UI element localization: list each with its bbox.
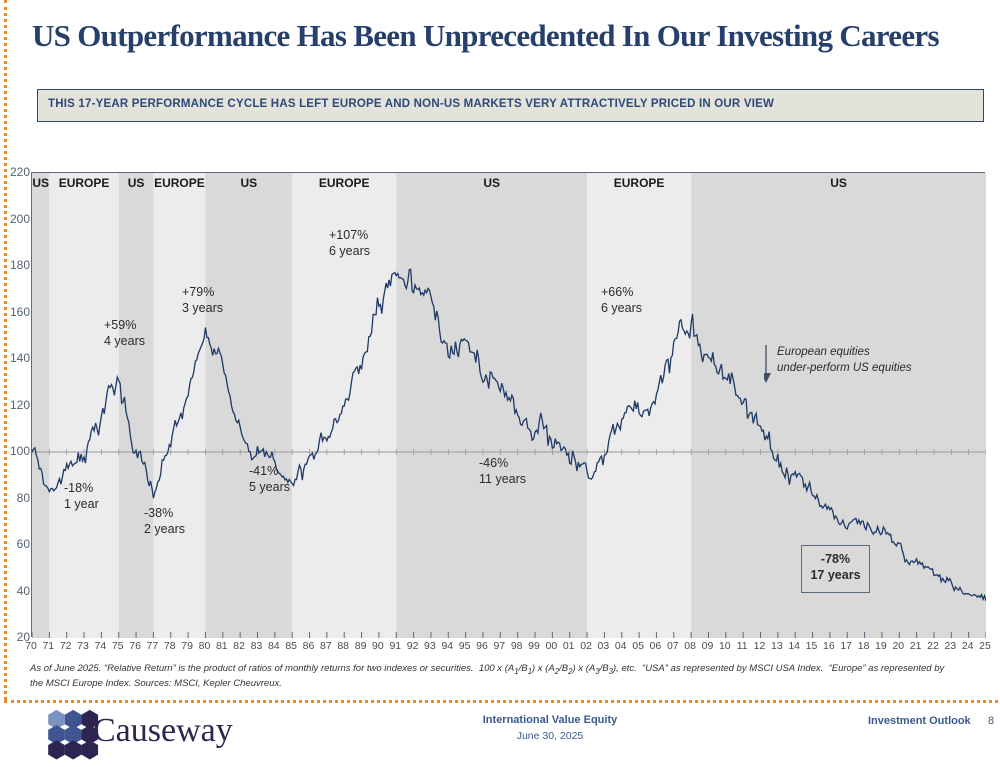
svg-text:EUROPE: EUROPE xyxy=(319,176,370,190)
svg-text:US: US xyxy=(240,176,257,190)
svg-text:US: US xyxy=(483,176,500,190)
svg-text:US: US xyxy=(32,176,49,190)
svg-text:US: US xyxy=(830,176,847,190)
svg-text:US: US xyxy=(128,176,145,190)
svg-text:EUROPE: EUROPE xyxy=(154,176,205,190)
svg-text:EUROPE: EUROPE xyxy=(59,176,110,190)
svg-text:EUROPE: EUROPE xyxy=(614,176,665,190)
